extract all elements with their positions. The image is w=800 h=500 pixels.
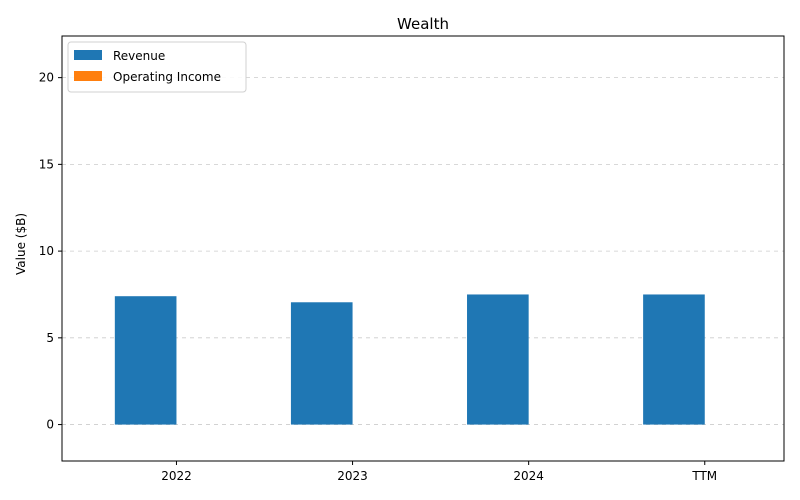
legend: Revenue Operating Income (67, 41, 247, 93)
x-tick-label: 2023 (337, 469, 368, 483)
legend-box (67, 41, 247, 93)
y-tick-label: 20 (39, 71, 54, 85)
chart-title: Wealth (397, 15, 449, 33)
bar-revenue-2023 (290, 302, 353, 425)
bars (114, 294, 705, 425)
bar-revenue-ttm (643, 294, 705, 425)
y-tick-label: 10 (39, 244, 54, 258)
plot-frame (61, 35, 785, 462)
bar-revenue-2024 (467, 294, 529, 425)
legend-label-operating-income: Operating Income (113, 70, 221, 84)
gridlines (62, 77, 784, 425)
legend-swatch-operating-income (74, 71, 102, 81)
x-ticks: 2022 2023 2024 TTM (161, 461, 717, 483)
y-tick-label: 15 (39, 157, 54, 171)
y-tick-label: 5 (46, 331, 54, 345)
y-axis-label: Value ($B) (14, 213, 28, 275)
legend-swatch-revenue (74, 50, 102, 60)
x-tick-label: 2024 (513, 469, 544, 483)
y-ticks: 0 5 10 15 20 (39, 71, 62, 432)
x-tick-label: TTM (691, 469, 717, 483)
y-tick-label: 0 (46, 418, 54, 432)
legend-label-revenue: Revenue (113, 49, 165, 63)
bar-revenue-2022 (114, 296, 177, 425)
x-tick-label: 2022 (161, 469, 192, 483)
